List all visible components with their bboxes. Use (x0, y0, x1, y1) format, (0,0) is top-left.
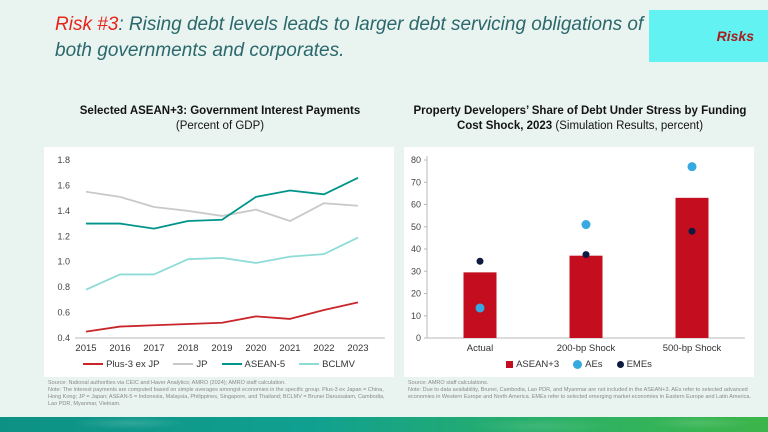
legend-item-bclmv: BCLMV (299, 359, 355, 370)
legend-dot-marker (573, 359, 583, 369)
y-axis-tick-label: 80 (411, 155, 421, 165)
y-axis-tick-label: 20 (411, 289, 421, 299)
left-chart-note: Note: The interest payments are computed… (48, 387, 385, 407)
legend-label: ASEAN+3 (516, 358, 560, 370)
legend-label: Plus-3 ex JP (106, 358, 160, 370)
y-axis-tick-label: 1.8 (57, 155, 70, 165)
left-chart-source: Source: National authorities via CEIC an… (48, 380, 286, 386)
x-axis-tick-label: 2016 (109, 343, 130, 353)
x-axis-tick-label: 200-bp Shock (557, 343, 616, 353)
dot-emes-actual (476, 257, 484, 265)
bar-200-bp-shock (569, 255, 603, 338)
legend-dot-marker (616, 360, 624, 368)
x-axis-tick-label: 2021 (279, 343, 300, 353)
footer-gradient-bar (0, 417, 768, 432)
dot-emes-200-bp-shock (582, 251, 590, 259)
legend-item-jp: JP (173, 358, 208, 370)
legend-item-aes: AEs (573, 358, 603, 370)
legend-square-marker (506, 360, 514, 368)
y-axis-tick-label: 60 (411, 200, 421, 210)
legend-item-emes: EMEs (616, 358, 652, 370)
legend-label: BCLMV (322, 358, 355, 370)
risks-section-tab[interactable]: Risks (649, 10, 768, 62)
legend-line-marker (83, 363, 104, 365)
left-chart-title-block: Selected ASEAN+3: Government Interest Pa… (44, 104, 396, 134)
x-axis-tick-label: 2019 (211, 343, 232, 353)
x-axis-tick-label: 2020 (245, 343, 266, 353)
right-chart-subtitle: (Simulation Results, percent) (555, 120, 704, 132)
y-axis-tick-label: 30 (411, 266, 421, 276)
line-chart-legend: Plus-3 ex JP JP ASEAN-5 BCLMV (44, 353, 394, 375)
line-series-asean-5 (86, 176, 359, 230)
dot-aes-actual (475, 303, 485, 313)
right-chart-source-note: Source: AMRO staff calculations. Note: D… (408, 380, 754, 401)
legend-item-asean-3: ASEAN+3 (506, 359, 559, 370)
x-axis-tick-label: 2018 (177, 343, 198, 353)
left-chart-subtitle: (Percent of GDP) (175, 120, 265, 132)
legend-label: EMEs (626, 358, 652, 370)
legend-item-plus-3-ex-jp: Plus-3 ex JP (83, 359, 159, 370)
y-axis-tick-label: 10 (411, 311, 421, 321)
slide-title-text: : Rising debt levels leads to larger deb… (55, 14, 644, 61)
legend-label: ASEAN-5 (244, 358, 286, 370)
bar-500-bp-shock (675, 197, 709, 338)
x-axis-tick-label: 2022 (313, 343, 334, 353)
x-axis-tick-label: 500-bp Shock (663, 343, 722, 353)
y-axis-tick-label: 0.4 (57, 333, 70, 343)
x-axis-tick-label: 2023 (347, 343, 368, 353)
y-axis-tick-label: 70 (411, 177, 421, 187)
x-axis-tick-label: 2015 (75, 343, 96, 353)
right-chart-panel: 0 10 20 30 40 50 60 70 80 Actual 200-bp Shock 500-b… (404, 147, 754, 377)
right-chart-source: Source: AMRO staff calculations. (408, 380, 489, 386)
legend-line-marker (299, 363, 320, 365)
dot-aes-500-bp-shock (687, 162, 697, 172)
risk-number-label: Risk #3 (55, 14, 119, 35)
right-chart-note: Note: Due to data availability, Brunei, … (408, 387, 751, 400)
y-axis-tick-label: 0.8 (57, 282, 70, 292)
legend-line-marker (221, 363, 242, 365)
line-series-jp (85, 190, 359, 222)
y-axis-tick-label: 1.6 (57, 180, 70, 190)
y-axis-tick-label: 50 (411, 222, 421, 232)
y-axis-tick-label: 40 (411, 244, 421, 254)
legend-label: JP (196, 358, 208, 370)
left-chart-source-note: Source: National authorities via CEIC an… (48, 380, 394, 408)
right-chart-title: Property Developers’ Share of Debt Under… (413, 105, 747, 132)
dot-emes-500-bp-shock (688, 227, 696, 235)
bar-chart-canvas: 0 10 20 30 40 50 60 70 80 Actual 200-bp Shock 500-b… (411, 155, 745, 353)
bar-chart-legend: ASEAN+3 AEs EMEs (404, 353, 754, 375)
y-axis-tick-label: 1.4 (57, 206, 70, 216)
line-chart-canvas: 0.4 0.6 0.8 1.0 1.2 1.4 1.6 1.8 2015 2016 2017 2018… (57, 155, 385, 353)
y-axis-tick-label: 0.6 (57, 308, 70, 318)
legend-item-asean-5: ASEAN-5 (221, 358, 286, 370)
line-series-plus-3-ex-jp (85, 301, 359, 333)
right-chart-title-block: Property Developers’ Share of Debt Under… (404, 104, 756, 134)
line-series-bclmv (85, 236, 359, 291)
y-axis-tick-label: 1.0 (57, 257, 70, 267)
x-axis-tick-label: Actual (467, 343, 493, 353)
y-axis-tick-label: 1.2 (57, 231, 70, 241)
left-chart-title: Selected ASEAN+3: Government Interest Pa… (79, 105, 361, 117)
risks-tab-label: Risks (716, 28, 754, 44)
dot-aes-200-bp-shock (581, 220, 591, 230)
y-axis-tick-label: 0 (416, 333, 421, 343)
x-axis-tick-label: 2017 (143, 343, 164, 353)
left-chart-panel: 0.4 0.6 0.8 1.0 1.2 1.4 1.6 1.8 2015 2016 2017 2018… (44, 147, 394, 377)
slide-title: Risk #3: Rising debt levels leads to lar… (55, 12, 645, 64)
legend-line-marker (173, 363, 194, 365)
legend-label: AEs (585, 358, 603, 370)
